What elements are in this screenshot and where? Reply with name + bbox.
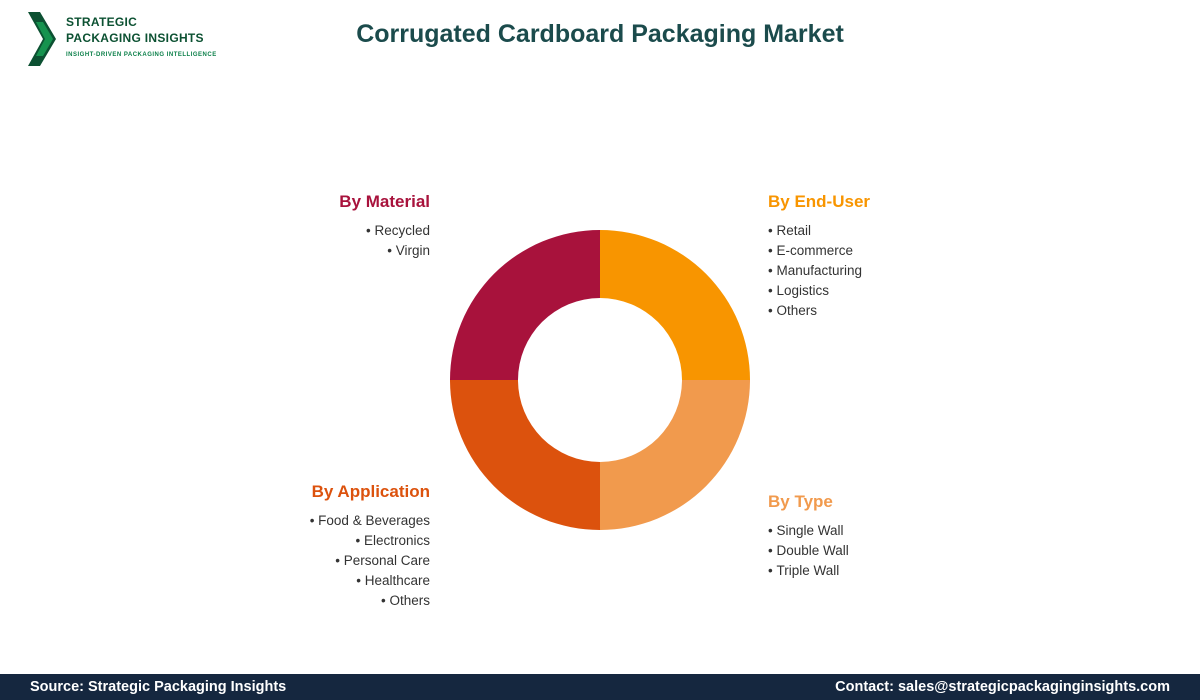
list-item: Personal Care	[310, 551, 430, 571]
list-item: Others	[768, 301, 870, 321]
group-items-type: Single Wall Double Wall Triple Wall	[768, 521, 849, 581]
group-heading-material: By Material	[339, 192, 430, 211]
group-items-material: Recycled Virgin	[339, 221, 430, 261]
list-item: Double Wall	[768, 541, 848, 561]
list-item: Recycled	[339, 221, 430, 241]
list-item: Virgin	[339, 241, 430, 261]
donut-chart	[450, 230, 750, 530]
logo-line-1: STRATEGIC	[66, 15, 138, 29]
group-heading-type: By Type	[768, 492, 833, 511]
list-item: Manufacturing	[768, 261, 870, 281]
list-item: Electronics	[310, 531, 430, 551]
footer-bar: Source: Strategic Packaging Insights Con…	[0, 674, 1200, 700]
logo-text: STRATEGIC PACKAGING INSIGHTS INSIGHT-DRI…	[66, 10, 217, 58]
donut-segment-type	[600, 380, 750, 530]
group-by-type: By Type Single Wall Double Wall Triple W…	[768, 492, 849, 581]
group-heading-end-user: By End-User	[768, 192, 871, 211]
donut-segment-material	[450, 230, 600, 380]
list-item: Healthcare	[310, 571, 430, 591]
group-items-end-user: Retail E-commerce Manufacturing Logistic…	[768, 221, 870, 321]
footer-source-text: Source: Strategic Packaging Insights	[30, 679, 287, 695]
donut-segment-enduser	[600, 230, 750, 380]
list-item: Logistics	[768, 281, 870, 301]
group-heading-application: By Application	[311, 482, 430, 501]
list-item: Others	[310, 591, 430, 611]
group-by-end-user: By End-User Retail E-commerce Manufactur…	[768, 192, 870, 321]
footer-contact-text: Contact: sales@strategicpackaginginsight…	[835, 679, 1170, 695]
list-item: Single Wall	[768, 521, 849, 541]
group-items-application: Food & Beverages Electronics Personal Ca…	[310, 511, 430, 611]
group-by-material: By Material Recycled Virgin	[339, 192, 430, 261]
logo-line-2: PACKAGING INSIGHTS	[66, 30, 204, 45]
list-item: Triple Wall	[768, 561, 849, 581]
group-by-application: By Application Food & Beverages Electron…	[310, 482, 430, 611]
list-item: Retail	[768, 221, 870, 241]
list-item: E-commerce	[768, 241, 870, 261]
logo-chevron-icon	[28, 12, 56, 66]
logo-tagline: INSIGHT-DRIVEN PACKAGING INTELLIGENCE	[66, 52, 217, 59]
page-title: Corrugated Cardboard Packaging Market	[356, 20, 844, 48]
list-item: Food & Beverages	[310, 511, 430, 531]
donut-segment-application	[450, 380, 600, 530]
logo: STRATEGIC PACKAGING INSIGHTS INSIGHT-DRI…	[28, 10, 217, 68]
